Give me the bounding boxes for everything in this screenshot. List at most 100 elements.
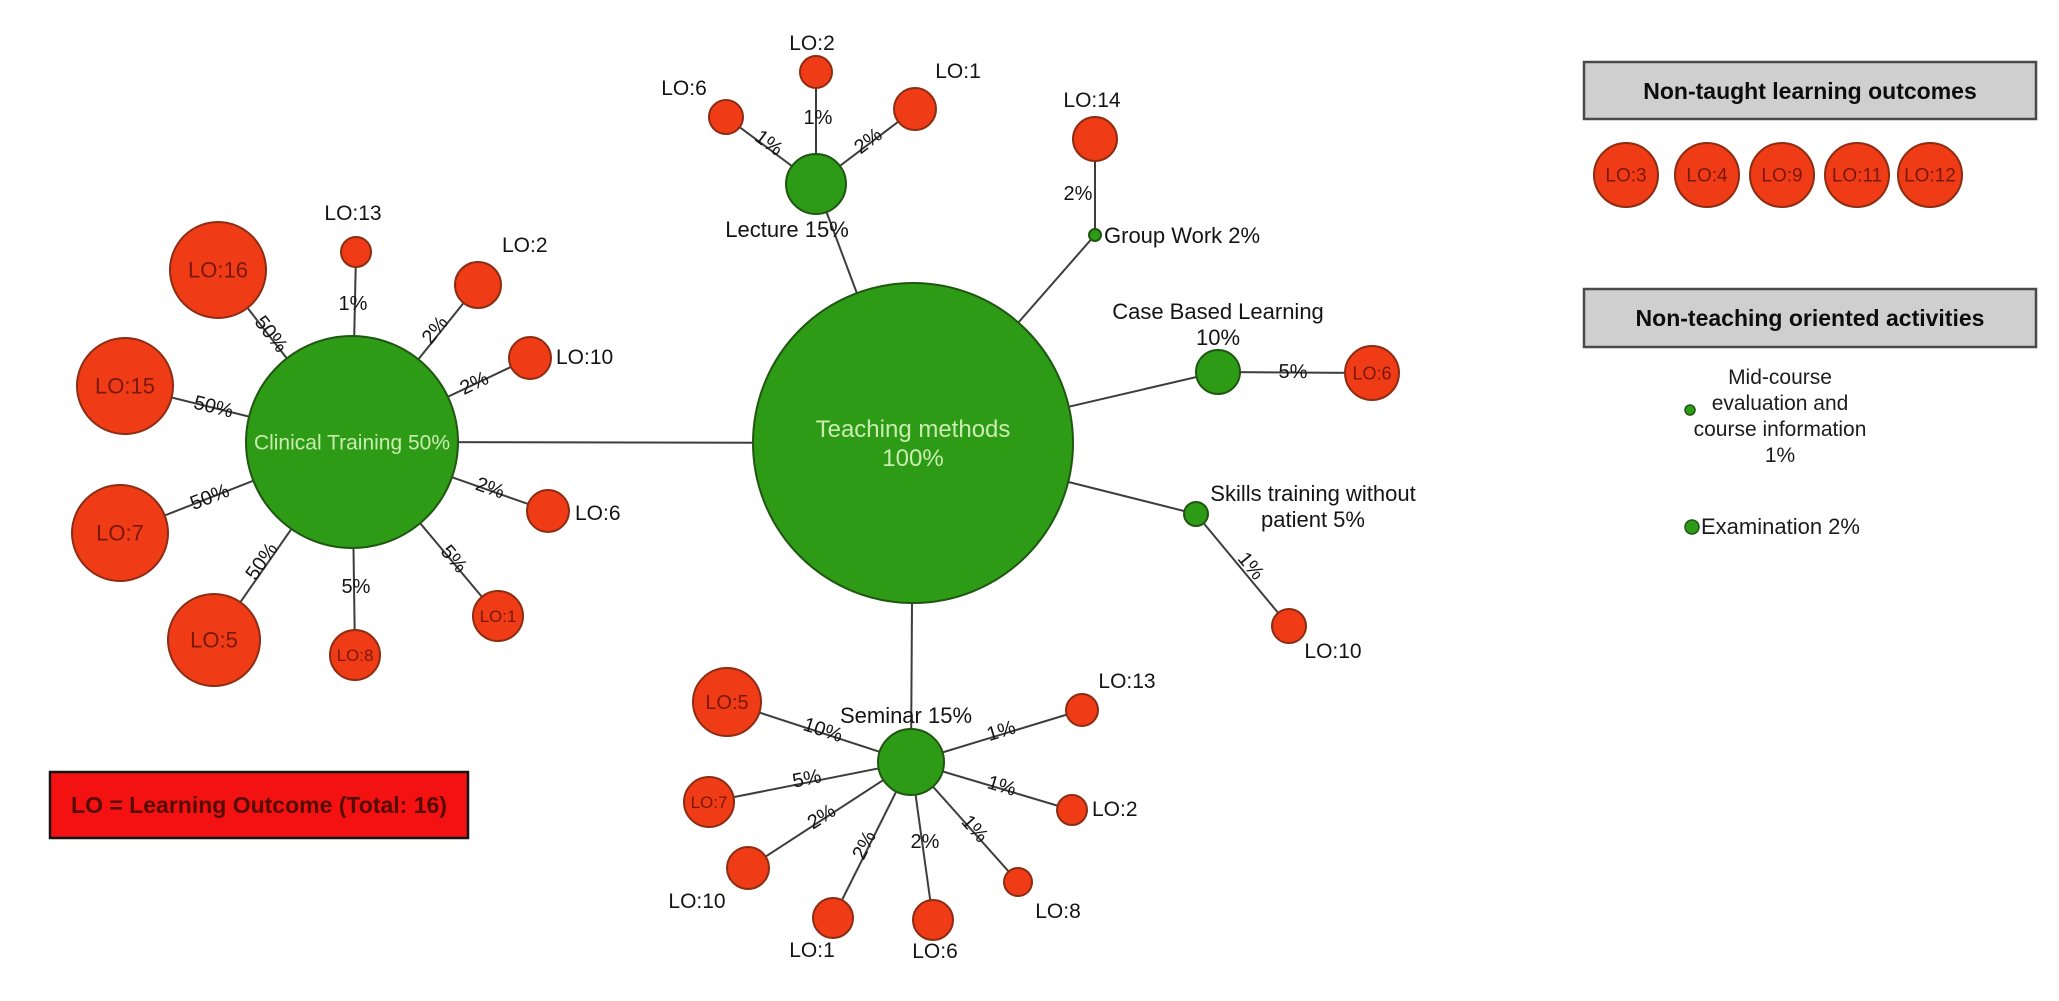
node-label-m6: LO:6: [912, 940, 958, 963]
link-label-clinical-c2: 2%: [418, 312, 453, 348]
link-label-seminar-m5: 10%: [800, 714, 845, 747]
lo-node-c8: [329, 629, 381, 681]
link-label-groupwork-g14: 2%: [1064, 183, 1093, 205]
node-label-cbl: 10%: [1196, 325, 1240, 350]
legend-lo-label-4: LO:11: [1832, 166, 1882, 187]
node-label-c6: LO:6: [575, 502, 621, 525]
legend-lo-label-2: LO:4: [1686, 166, 1728, 187]
legend-lo-label-3: LO:9: [1761, 166, 1802, 187]
hub-node-lecture: [785, 153, 847, 215]
node-label-m2: LO:2: [1092, 798, 1138, 821]
link-label-seminar-m8: 1%: [957, 811, 993, 847]
labels-layer: 50%1%2%2%50%2%50%50%5%5%1%1%2%2%5%1%10%5…: [95, 32, 1416, 963]
node-label-teaching: Teaching methods: [816, 416, 1011, 443]
link-label-skills-s10: 1%: [1233, 548, 1269, 584]
lo-node-m6: [912, 899, 954, 941]
footnote-box: [48, 770, 470, 840]
link-label-seminar-m2: 1%: [985, 772, 1019, 801]
examination-label: Examination 2%: [1701, 514, 1860, 539]
hub-node-cbl: [1195, 349, 1241, 395]
mid-course-line-4: 1%: [1765, 444, 1795, 467]
node-label-skills: Skills training without: [1210, 481, 1415, 506]
link-label-clinical-c10: 2%: [457, 367, 493, 399]
legend-lo-label-1: LO:3: [1605, 166, 1646, 187]
legend-lo-node-5: [1897, 142, 1963, 208]
node-label-m13: LO:13: [1098, 670, 1155, 693]
lo-node-m10: [726, 846, 770, 890]
hub-node-clinical: [245, 335, 459, 549]
legend-lo-label-5: LO:12: [1904, 166, 1956, 187]
node-label-c15: LO:15: [95, 374, 155, 399]
lo-node-c2: [454, 261, 502, 309]
legend-lo-node-2: [1674, 142, 1740, 208]
node-label-lecture: Lecture 15%: [725, 217, 849, 242]
link-label-clinical-c8: 5%: [342, 576, 371, 598]
node-label-s10: LO:10: [1304, 640, 1361, 663]
node-label-seminar: Seminar 15%: [840, 703, 972, 728]
link-label-lecture-l2: 1%: [804, 107, 833, 129]
link-label-clinical-c6: 2%: [473, 473, 508, 503]
node-label-l6: LO:6: [661, 77, 707, 100]
mid-course-line-2: evaluation and: [1712, 392, 1849, 415]
node-label-skills: patient 5%: [1261, 507, 1365, 532]
link-label-seminar-m13: 1%: [984, 716, 1018, 746]
non-taught-lo-circles: LO:3 LO:4 LO:9 LO:11 LO:12: [1593, 142, 1963, 208]
legend-non-teaching-box: [1582, 287, 2038, 349]
mid-course-line-3: course information: [1694, 418, 1867, 441]
lo-node-g14: [1072, 116, 1118, 162]
lo-node-m5: [692, 667, 762, 737]
hub-node-skills: [1183, 501, 1209, 527]
mid-course-line-1: Mid-course: [1728, 366, 1832, 389]
lo-node-c10: [508, 336, 552, 380]
link-label-cbl-b6: 5%: [1279, 361, 1308, 383]
legend-non-taught-box: [1582, 60, 2038, 121]
hub-node-groupwork: [1088, 228, 1102, 242]
link-label-clinical-c13: 1%: [339, 293, 368, 315]
node-label-l2: LO:2: [789, 32, 835, 55]
node-label-c7: LO:7: [96, 521, 144, 546]
lo-node-c13: [340, 236, 372, 268]
legend-lo-node-4: [1824, 142, 1890, 208]
node-label-c1: LO:1: [480, 607, 517, 626]
link-label-clinical-c5: 50%: [242, 539, 283, 585]
node-label-cbl: Case Based Learning: [1112, 299, 1324, 324]
node-label-l1: LO:1: [935, 60, 981, 83]
lo-node-m8: [1003, 867, 1033, 897]
legend-non-teaching-title: Non-teaching oriented activities: [1636, 305, 1985, 331]
node-label-c13: LO:13: [324, 202, 381, 225]
lo-node-l2: [799, 55, 833, 89]
nodes-layer: [71, 55, 1400, 941]
node-label-c16: LO:16: [188, 258, 248, 283]
lo-node-c16: [169, 221, 267, 319]
lo-node-c15: [76, 337, 174, 435]
lo-node-l1: [893, 87, 937, 131]
link-label-seminar-m7: 5%: [791, 765, 824, 792]
lo-node-l6: [708, 99, 744, 135]
link-label-clinical-c7: 50%: [187, 480, 232, 515]
hub-node-teaching: [752, 282, 1074, 604]
lo-node-b6: [1344, 345, 1400, 401]
legend-lo-node-1: [1593, 142, 1659, 208]
hub-node-seminar: [877, 728, 945, 796]
lo-node-m1: [812, 897, 854, 939]
footnote-text: LO = Learning Outcome (Total: 16): [71, 792, 447, 818]
node-label-m8: LO:8: [1035, 900, 1081, 923]
node-label-m7: LO:7: [691, 793, 728, 812]
lo-node-m13: [1065, 693, 1099, 727]
node-label-teaching: 100%: [882, 445, 943, 472]
node-label-c10: LO:10: [556, 346, 613, 369]
lo-node-m2: [1056, 794, 1088, 826]
node-label-c5: LO:5: [190, 628, 238, 653]
legend-non-taught: Non-taught learning outcomes LO:3 LO:4 LO:…: [1582, 60, 2038, 208]
footnote: LO = Learning Outcome (Total: 16): [48, 770, 470, 840]
link-label-lecture-l6: 1%: [750, 126, 786, 161]
lo-node-c6: [526, 489, 570, 533]
lo-node-s10: [1271, 608, 1307, 644]
lo-node-c7: [71, 484, 169, 582]
node-label-m5: LO:5: [705, 692, 748, 714]
link-label-seminar-m6: 2%: [911, 831, 940, 853]
node-label-c8: LO:8: [337, 646, 374, 665]
lo-node-m7: [683, 776, 735, 828]
mid-course-dot-icon: [1684, 404, 1696, 416]
